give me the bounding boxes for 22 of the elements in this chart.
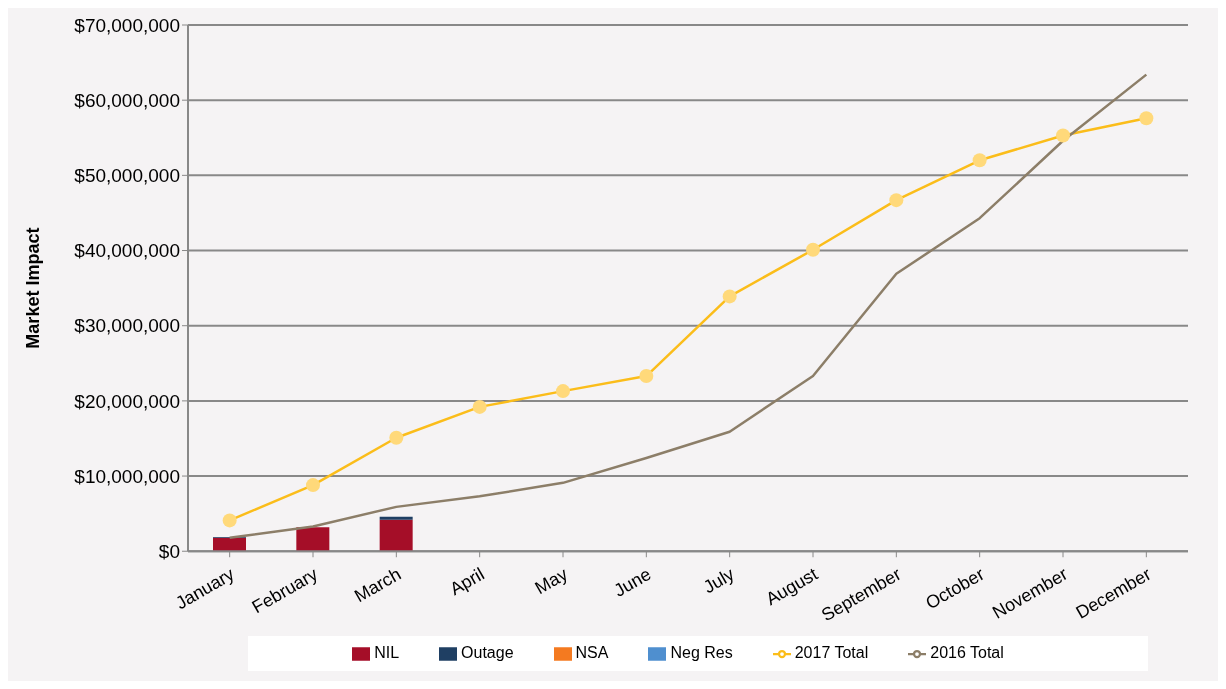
x-tick-label: May — [531, 563, 571, 599]
x-tick-label: April — [446, 563, 488, 600]
y-axis-title: Market Impact — [23, 227, 44, 349]
bar — [296, 527, 330, 552]
legend-label: 2016 Total — [930, 644, 1004, 662]
legend-label: NIL — [374, 644, 400, 662]
bar — [379, 516, 413, 520]
bar — [379, 519, 413, 552]
x-tick-label: July — [699, 563, 738, 598]
legend-label: Neg Res — [670, 644, 733, 662]
y-tick-label: $70,000,000 — [74, 14, 180, 36]
y-tick-label: $10,000,000 — [74, 465, 180, 487]
y-tick-label: $40,000,000 — [74, 240, 180, 262]
legend-label: NSA — [575, 644, 609, 662]
legend-label: 2017 Total — [794, 644, 869, 662]
y-tick-label: $20,000,000 — [74, 390, 180, 412]
y-tick-label: $60,000,000 — [74, 89, 180, 111]
y-tick-label: $0 — [158, 540, 180, 562]
y-tick-label: $30,000,000 — [74, 315, 180, 337]
legend-label: Outage — [461, 644, 514, 662]
y-tick-label: $50,000,000 — [74, 165, 180, 187]
x-tick-label: June — [610, 563, 655, 601]
